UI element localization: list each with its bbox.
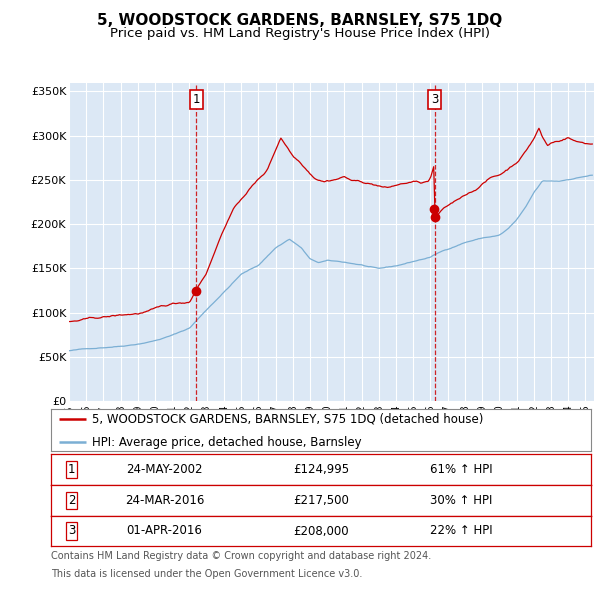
- Text: £208,000: £208,000: [293, 525, 349, 537]
- Text: 1: 1: [193, 93, 200, 106]
- Text: 24-MAR-2016: 24-MAR-2016: [125, 494, 204, 507]
- Text: 22% ↑ HPI: 22% ↑ HPI: [430, 525, 493, 537]
- Text: 30% ↑ HPI: 30% ↑ HPI: [430, 494, 493, 507]
- Text: This data is licensed under the Open Government Licence v3.0.: This data is licensed under the Open Gov…: [51, 569, 362, 579]
- Text: 24-MAY-2002: 24-MAY-2002: [126, 463, 203, 476]
- Text: £124,995: £124,995: [293, 463, 349, 476]
- Text: 01-APR-2016: 01-APR-2016: [127, 525, 202, 537]
- Text: 2: 2: [68, 494, 75, 507]
- Text: £217,500: £217,500: [293, 494, 349, 507]
- Text: 3: 3: [68, 525, 75, 537]
- Text: Contains HM Land Registry data © Crown copyright and database right 2024.: Contains HM Land Registry data © Crown c…: [51, 551, 431, 561]
- Text: HPI: Average price, detached house, Barnsley: HPI: Average price, detached house, Barn…: [91, 435, 361, 448]
- Text: 3: 3: [431, 93, 439, 106]
- Text: Price paid vs. HM Land Registry's House Price Index (HPI): Price paid vs. HM Land Registry's House …: [110, 27, 490, 40]
- Text: 1: 1: [68, 463, 75, 476]
- Text: 5, WOODSTOCK GARDENS, BARNSLEY, S75 1DQ: 5, WOODSTOCK GARDENS, BARNSLEY, S75 1DQ: [97, 13, 503, 28]
- Text: 5, WOODSTOCK GARDENS, BARNSLEY, S75 1DQ (detached house): 5, WOODSTOCK GARDENS, BARNSLEY, S75 1DQ …: [91, 413, 483, 426]
- Text: 61% ↑ HPI: 61% ↑ HPI: [430, 463, 493, 476]
